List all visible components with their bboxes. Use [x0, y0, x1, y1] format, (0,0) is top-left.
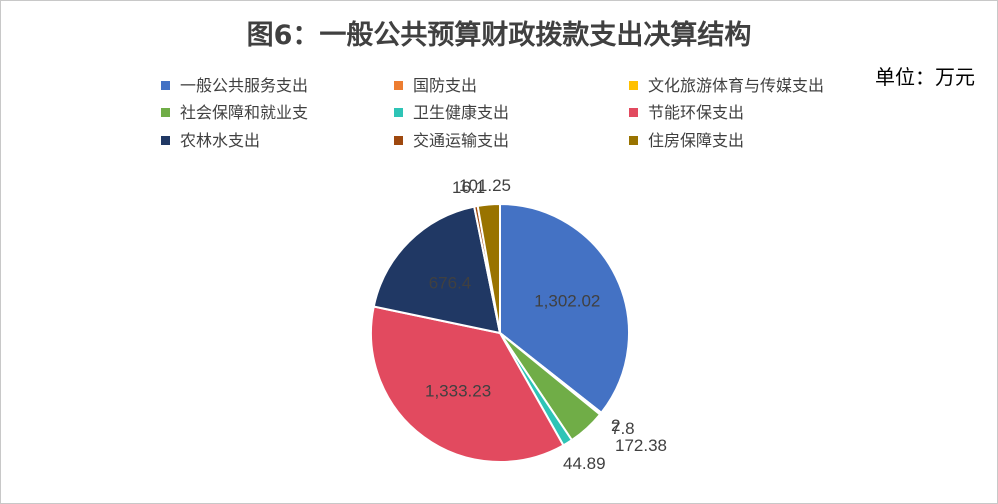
unit-label: 单位：万元 — [875, 65, 975, 89]
legend-item: 一般公共服务支出 — [161, 75, 308, 97]
data-label: 1,302.02 — [534, 291, 600, 310]
legend-swatch — [394, 108, 403, 117]
pie-slice — [499, 202, 630, 415]
legend-swatch — [629, 136, 638, 145]
legend-item: 文化旅游体育与传媒支出 — [629, 75, 824, 97]
legend-swatch — [161, 136, 170, 145]
data-label: 2 — [611, 416, 620, 435]
legend-item: 农林水支出 — [161, 130, 260, 152]
data-label: 16.1 — [452, 178, 485, 197]
legend-item: 住房保障支出 — [629, 130, 744, 152]
legend-swatch — [629, 108, 638, 117]
legend-label: 国防支出 — [413, 76, 478, 95]
legend-swatch — [161, 108, 170, 117]
data-label: 1,333.23 — [425, 381, 491, 400]
chart-legend: 一般公共服务支出 国防支出 文化旅游体育与传媒支出社会保障和就业支 卫生健康支出 节能环… — [1, 1, 997, 161]
legend-label: 住房保障支出 — [648, 131, 745, 150]
legend-swatch — [394, 136, 403, 145]
legend-label: 卫生健康支出 — [413, 103, 510, 122]
legend-swatch — [629, 81, 638, 90]
legend-label: 农林水支出 — [180, 131, 261, 150]
pie-slice — [372, 205, 502, 335]
data-label: 7.8 — [611, 419, 635, 438]
data-label: 101.25 — [459, 176, 511, 195]
legend-label: 节能环保支出 — [648, 103, 745, 122]
legend-item: 卫生健康支出 — [394, 102, 509, 124]
legend-label: 一般公共服务支出 — [180, 76, 309, 95]
legend-item: 社会保障和就业支 — [161, 102, 308, 124]
legend-label: 交通运输支出 — [413, 131, 510, 150]
legend-swatch — [394, 81, 403, 90]
legend-label: 文化旅游体育与传媒支出 — [648, 76, 825, 95]
legend-swatch — [161, 81, 170, 90]
data-label: 44.89 — [563, 454, 606, 473]
legend-item: 国防支出 — [394, 75, 477, 97]
pie-slice — [370, 305, 565, 463]
chart-title: 图6：一般公共预算财政拨款支出决算结构 — [246, 20, 752, 51]
data-label: 676.4 — [429, 274, 472, 293]
data-label: 172.38 — [615, 436, 667, 455]
legend-item: 节能环保支出 — [629, 102, 744, 124]
legend-label: 社会保障和就业支 — [180, 103, 309, 122]
legend-item: 交通运输支出 — [394, 130, 509, 152]
pie-slice — [476, 202, 501, 334]
